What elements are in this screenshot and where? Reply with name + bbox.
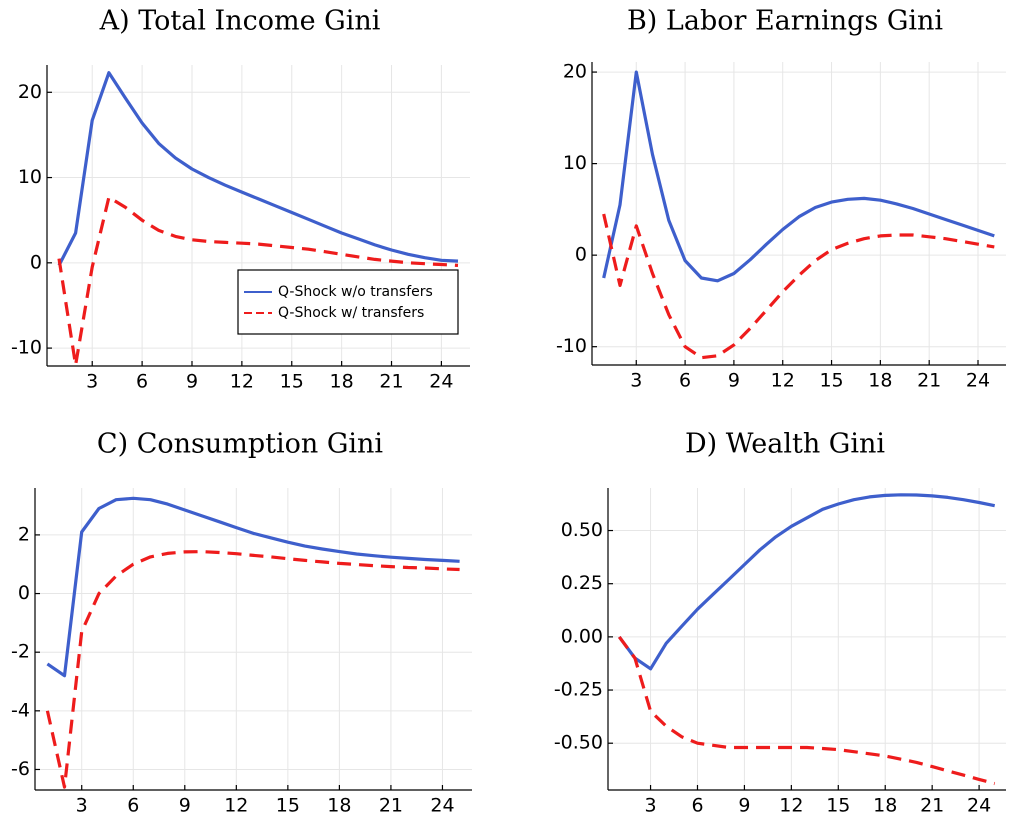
series-line xyxy=(57,195,459,367)
x-tick-label: 9 xyxy=(186,371,198,393)
y-tick-label: 0 xyxy=(575,244,587,266)
y-tick-label: 0.50 xyxy=(561,519,603,541)
y-tick-label: 20 xyxy=(563,61,587,83)
x-tick-label: 15 xyxy=(280,371,304,393)
y-tick-label: 20 xyxy=(18,81,42,103)
x-tick-label: 21 xyxy=(379,371,403,393)
legend-label: Q-Shock w/ transfers xyxy=(278,305,424,321)
x-tick-label: 15 xyxy=(276,795,300,816)
x-tick-label: 18 xyxy=(330,371,354,393)
y-tick-label: -0.50 xyxy=(554,732,603,754)
y-tick-label: 10 xyxy=(563,152,587,174)
y-tick-label: -10 xyxy=(11,337,42,359)
x-tick-label: 12 xyxy=(771,370,795,392)
x-tick-label: 18 xyxy=(327,795,351,816)
x-tick-label: 24 xyxy=(429,371,453,393)
chart-title: A) Total Income Gini xyxy=(99,6,381,37)
series-line xyxy=(602,213,995,360)
chart-title: D) Wealth Gini xyxy=(685,429,885,460)
x-tick-label: 12 xyxy=(779,795,803,816)
y-tick-label: 0 xyxy=(30,251,42,273)
x-tick-label: 24 xyxy=(966,370,990,392)
y-tick-label: -0.25 xyxy=(554,679,603,701)
chart-title: C) Consumption Gini xyxy=(97,429,384,460)
x-tick-label: 21 xyxy=(379,795,403,816)
x-tick-label: 9 xyxy=(738,795,750,816)
y-tick-label: 2 xyxy=(18,523,30,545)
series-line xyxy=(45,550,460,789)
chart-title: B) Labor Earnings Gini xyxy=(627,6,943,37)
x-tick-label: 18 xyxy=(868,370,892,392)
x-tick-label: 9 xyxy=(728,370,740,392)
x-tick-label: 3 xyxy=(645,795,657,816)
series-line xyxy=(618,635,996,786)
series-line xyxy=(602,70,995,283)
x-tick-label: 18 xyxy=(873,795,897,816)
x-tick-label: 12 xyxy=(230,371,254,393)
y-tick-label: 0.25 xyxy=(561,572,603,594)
x-tick-label: 6 xyxy=(136,371,148,393)
x-tick-label: 6 xyxy=(691,795,703,816)
legend-box xyxy=(237,269,459,335)
y-tick-label: 0 xyxy=(18,582,30,604)
x-tick-label: 24 xyxy=(967,795,991,816)
y-tick-label: -2 xyxy=(11,641,30,663)
y-tick-label: -10 xyxy=(556,335,587,357)
x-tick-label: 21 xyxy=(920,795,944,816)
x-tick-label: 3 xyxy=(86,371,98,393)
x-tick-label: 15 xyxy=(826,795,850,816)
x-tick-label: 3 xyxy=(630,370,642,392)
y-tick-label: 10 xyxy=(18,166,42,188)
x-tick-label: 15 xyxy=(819,370,843,392)
x-tick-label: 21 xyxy=(917,370,941,392)
series-line xyxy=(57,71,459,267)
x-tick-label: 9 xyxy=(179,795,191,816)
x-tick-label: 6 xyxy=(679,370,691,392)
x-tick-label: 6 xyxy=(127,795,139,816)
series-line xyxy=(46,496,460,678)
y-tick-label: 0.00 xyxy=(561,625,603,647)
y-tick-label: -6 xyxy=(11,758,30,780)
x-tick-label: 24 xyxy=(430,795,454,816)
y-tick-label: -4 xyxy=(11,699,30,721)
x-tick-label: 3 xyxy=(76,795,88,816)
legend-label: Q-Shock w/o transfers xyxy=(278,284,433,300)
x-tick-label: 12 xyxy=(224,795,248,816)
series-line xyxy=(618,493,996,671)
